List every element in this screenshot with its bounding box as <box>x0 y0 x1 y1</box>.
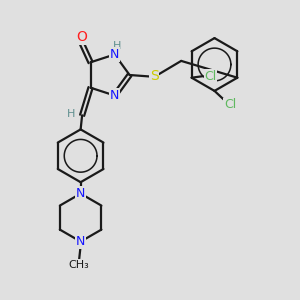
Text: N: N <box>110 89 119 102</box>
Text: H: H <box>67 109 75 119</box>
Text: Cl: Cl <box>224 98 236 111</box>
Text: S: S <box>150 70 159 83</box>
Text: Cl: Cl <box>204 70 217 83</box>
Text: H: H <box>113 41 121 51</box>
Text: O: O <box>76 30 87 44</box>
Text: N: N <box>76 235 85 248</box>
Text: N: N <box>110 48 119 61</box>
Text: N: N <box>76 187 85 200</box>
Text: CH₃: CH₃ <box>69 260 89 270</box>
